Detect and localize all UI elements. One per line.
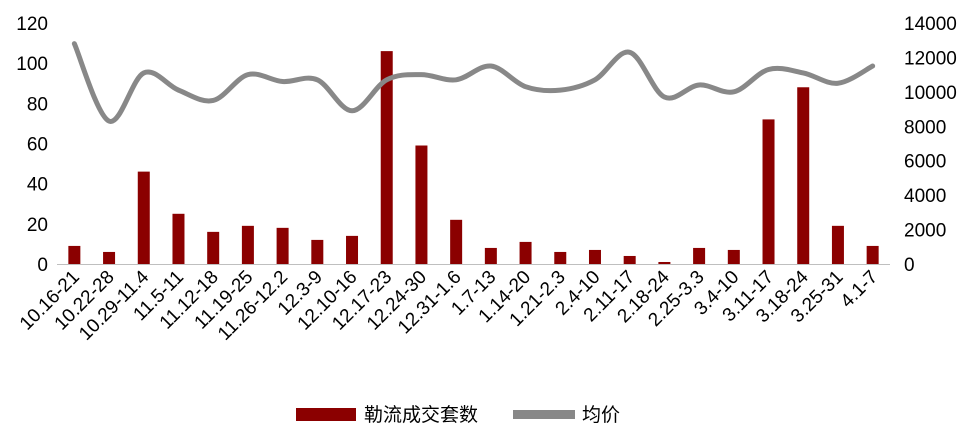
x-axis-ticks: 10.16-2110.22-2810.29-11.411.5-1111.12-1… (16, 266, 882, 344)
bar (137, 171, 150, 264)
right-axis-tick-label: 6000 (904, 152, 946, 173)
bar (380, 51, 393, 264)
bar (797, 87, 810, 265)
right-axis-tick-label: 4000 (904, 186, 946, 207)
legend-line-swatch (513, 410, 575, 419)
right-axis-tick-label: 12000 (904, 48, 957, 69)
bar (519, 241, 532, 264)
bar (588, 249, 601, 264)
bar (68, 245, 81, 264)
line-path (71, 41, 876, 124)
bar (693, 247, 706, 264)
right-axis: 0 2000 4000 6000 8000 10000 12000 14000 (904, 14, 957, 276)
line-series (71, 41, 876, 124)
left-axis: 0 20 40 60 80 100 120 (16, 14, 48, 276)
left-axis-tick-label: 120 (16, 14, 48, 35)
left-axis-tick-label: 60 (27, 135, 48, 156)
left-axis-tick-label: 40 (27, 175, 48, 196)
bar (415, 145, 428, 264)
bar (241, 225, 254, 264)
bar (450, 219, 463, 264)
bar (276, 227, 289, 264)
bar (866, 245, 879, 264)
bar (623, 255, 636, 264)
left-axis-tick-label: 80 (27, 94, 48, 115)
right-axis-tick-label: 10000 (904, 83, 957, 104)
bar (311, 239, 324, 264)
left-axis-tick-label: 100 (16, 54, 48, 75)
bar (762, 119, 775, 265)
bar (346, 235, 359, 264)
legend: 勒流成交套数 均价 (296, 404, 620, 426)
bar-series (68, 51, 879, 265)
bar (554, 251, 567, 264)
legend-bar-label: 勒流成交套数 (364, 404, 478, 426)
x-axis-tick-label: 4.1-7 (837, 267, 882, 312)
legend-line-label: 均价 (582, 404, 620, 426)
right-axis-tick-label: 8000 (904, 117, 946, 138)
right-axis-tick-label: 14000 (904, 14, 957, 35)
left-axis-tick-label: 20 (27, 215, 48, 236)
bar (103, 251, 116, 264)
right-axis-tick-label: 2000 (904, 221, 946, 242)
right-axis-tick-label: 0 (904, 255, 915, 276)
bar (484, 247, 497, 264)
bar (172, 213, 185, 264)
bar (658, 261, 671, 264)
bar (831, 225, 844, 264)
bar (207, 231, 220, 264)
left-axis-tick-label: 0 (37, 255, 48, 276)
legend-bar-swatch (296, 408, 356, 421)
bar (727, 249, 740, 264)
